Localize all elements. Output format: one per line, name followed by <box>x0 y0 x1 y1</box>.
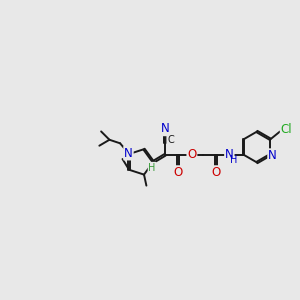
Text: H: H <box>148 163 156 172</box>
Text: N: N <box>161 122 170 135</box>
Text: N: N <box>225 148 234 161</box>
Text: Cl: Cl <box>280 123 292 136</box>
Text: H: H <box>230 155 237 165</box>
Text: N: N <box>124 147 133 160</box>
Text: C: C <box>167 135 174 145</box>
Text: O: O <box>187 148 196 161</box>
Text: N: N <box>268 149 277 162</box>
Text: O: O <box>174 166 183 179</box>
Text: O: O <box>211 166 220 179</box>
